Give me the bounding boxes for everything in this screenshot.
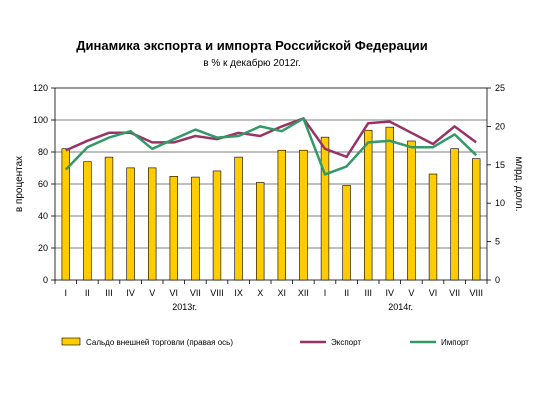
y-tick-label-left: 120 [33,83,48,93]
legend-swatch-balance [61,337,81,346]
x-tick-label: II [85,288,90,298]
x-tick-label: VI [170,288,179,298]
bar [277,149,286,281]
y-axis-right-title: млрд. долл. [513,156,524,211]
bar [385,126,394,281]
bar [61,148,70,281]
bar [342,185,351,281]
y-tick-label-right: 0 [495,275,500,285]
year-label: 2013г. [172,302,197,312]
x-tick-label: V [149,288,155,298]
y-tick-label-right: 5 [495,237,500,247]
bar [472,158,481,281]
x-tick-label: II [344,288,349,298]
chart-title: Динамика экспорта и импорта Российской Ф… [76,38,427,53]
year-label: 2014г. [388,302,413,312]
y-tick-label-left: 20 [38,243,48,253]
bar [126,167,135,281]
bar-series [61,126,481,281]
x-tick-label: I [65,288,68,298]
bar [191,176,200,281]
y-tick-label-right: 20 [495,121,505,131]
legend-label-export: Экспорт [331,338,361,347]
x-tick-label: III [364,288,372,298]
bar [364,129,373,281]
x-tick-label: V [408,288,414,298]
y-tick-label-right: 10 [495,198,505,208]
y-axis-left-title: в процентах [14,156,25,212]
legend: Сальдо внешней торговли (правая ось) Экс… [61,337,469,347]
bar [256,182,265,281]
bar [148,167,157,281]
y-tick-label-left: 0 [43,275,48,285]
import-line [64,117,478,176]
y-tick-label-right: 25 [495,83,505,93]
bar [212,170,222,281]
x-tick-label: XII [298,288,309,298]
y-tick-label-left: 40 [38,211,48,221]
y-tick-label-left: 80 [38,147,48,157]
bar [428,173,438,281]
bar [450,148,459,281]
bar [83,161,92,281]
x-tick-label: VII [190,288,201,298]
x-tick-label: IV [126,288,135,298]
x-tick-label: IV [386,288,395,298]
x-tick-label: I [324,288,327,298]
legend-label-balance: Сальдо внешней торговли (правая ось) [86,338,233,347]
bar [234,156,243,281]
bar [299,149,308,281]
y-tick-label-left: 60 [38,179,48,189]
x-tick-label: VI [429,288,438,298]
chart-subtitle: в % к декабрю 2012г. [203,57,301,69]
legend-label-import: Импорт [441,338,469,347]
x-tick-label: VIII [469,288,483,298]
bar [407,140,416,281]
x-tick-label: X [257,288,263,298]
bar [169,176,178,281]
x-tick-label: III [105,288,113,298]
line-series [64,117,478,176]
y-tick-label-left: 100 [33,115,48,125]
x-tick-label: IX [234,288,243,298]
x-tick-label: XI [278,288,287,298]
y-tick-label-right: 15 [495,160,505,170]
x-tick-label: VII [449,288,460,298]
bar [104,156,114,281]
bar [320,136,330,281]
x-tick-label: VIII [210,288,224,298]
